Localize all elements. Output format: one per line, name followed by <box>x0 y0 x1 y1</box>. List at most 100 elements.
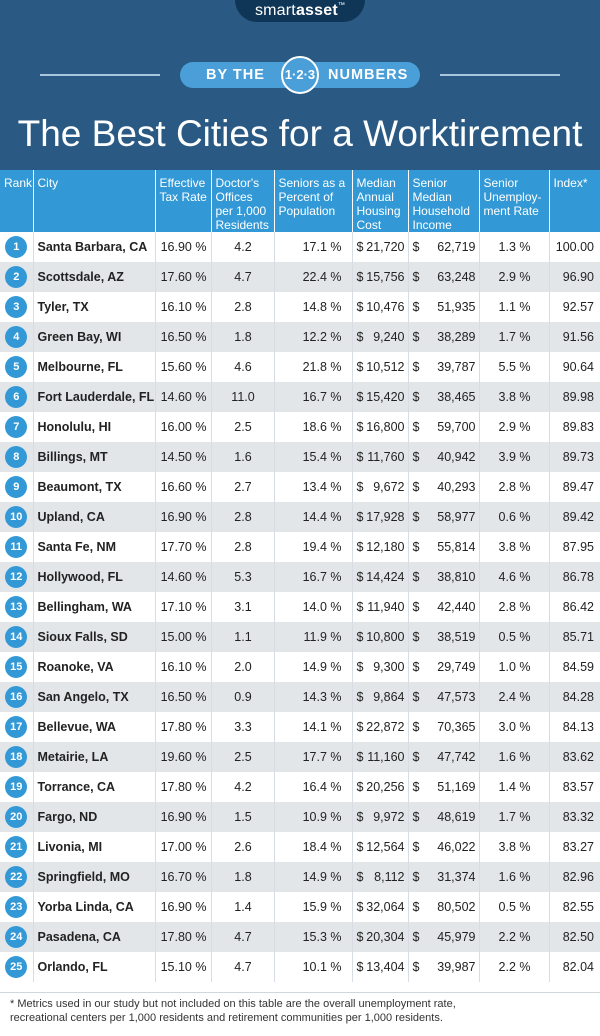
unemployment-cell: 4.6 % <box>479 562 550 592</box>
header-housing-cost: Median Annual Housing Cost <box>352 170 409 232</box>
rank-badge: 18 <box>5 746 28 768</box>
rank-badge: 19 <box>5 776 28 798</box>
seniors-percent-cell: 15.9 % <box>274 892 353 922</box>
doctors-cell: 1.8 <box>211 322 275 352</box>
seniors-percent-cell: 15.4 % <box>274 442 353 472</box>
amount: 20,304 <box>366 930 405 944</box>
senior-income-cell: $38,289 <box>408 322 480 352</box>
tax-rate-cell: 16.60 % <box>155 472 212 502</box>
housing-cost-cell: $11,160 <box>352 742 409 772</box>
amount: 9,864 <box>373 690 405 704</box>
table-row: 16 San Angelo, TX 16.50 % 0.9 14.3 % $9,864 $4… <box>0 682 600 712</box>
tax-rate-cell: 16.10 % <box>155 652 212 682</box>
currency-symbol: $ <box>412 840 420 854</box>
currency-symbol: $ <box>356 780 364 794</box>
city-cell: Billings, MT <box>33 442 156 472</box>
senior-income-cell: $51,169 <box>408 772 480 802</box>
index-cell: 89.83 <box>549 412 600 442</box>
senior-income-cell: $51,935 <box>408 292 480 322</box>
seniors-percent-cell: 18.4 % <box>274 832 353 862</box>
city-cell: Orlando, FL <box>33 952 156 982</box>
currency-symbol: $ <box>412 690 420 704</box>
doctors-cell: 1.1 <box>211 622 275 652</box>
table-row: 8 Billings, MT 14.50 % 1.6 15.4 % $11,760 $40,… <box>0 442 600 472</box>
seniors-percent-cell: 19.4 % <box>274 532 353 562</box>
amount: 40,942 <box>437 450 476 464</box>
rank-badge: 4 <box>5 326 28 348</box>
amount: 9,300 <box>373 660 405 674</box>
brand-logo[interactable]: smartasset™ <box>235 0 365 22</box>
doctors-cell: 2.5 <box>211 742 275 772</box>
amount: 12,564 <box>366 840 405 854</box>
housing-cost-cell: $15,420 <box>352 382 409 412</box>
currency-symbol: $ <box>356 450 364 464</box>
amount: 62,719 <box>437 240 476 254</box>
seniors-percent-cell: 14.9 % <box>274 652 353 682</box>
tax-rate-cell: 16.90 % <box>155 502 212 532</box>
rank-badge: 23 <box>5 896 28 918</box>
unemployment-cell: 1.0 % <box>479 652 550 682</box>
tax-rate-cell: 17.80 % <box>155 772 212 802</box>
rank-cell: 22 <box>0 862 34 892</box>
rank-cell: 20 <box>0 802 34 832</box>
senior-income-cell: $48,619 <box>408 802 480 832</box>
doctors-cell: 2.5 <box>211 412 275 442</box>
amount: 38,519 <box>437 630 476 644</box>
table-row: 15 Roanoke, VA 16.10 % 2.0 14.9 % $9,300 $29,7… <box>0 652 600 682</box>
tax-rate-cell: 16.90 % <box>155 802 212 832</box>
badge-rule-right <box>440 74 560 76</box>
doctors-cell: 3.1 <box>211 592 275 622</box>
city-cell: Fort Lauderdale, FL <box>33 382 156 412</box>
amount: 8,112 <box>374 870 405 884</box>
unemployment-cell: 3.8 % <box>479 832 550 862</box>
rank-cell: 16 <box>0 682 34 712</box>
rank-badge: 2 <box>5 266 28 288</box>
amount: 10,800 <box>366 630 405 644</box>
tax-rate-cell: 16.00 % <box>155 412 212 442</box>
tax-rate-cell: 15.10 % <box>155 952 212 982</box>
city-cell: Bellingham, WA <box>33 592 156 622</box>
housing-cost-cell: $9,672 <box>352 472 409 502</box>
currency-symbol: $ <box>412 420 420 434</box>
rank-cell: 18 <box>0 742 34 772</box>
rank-cell: 4 <box>0 322 34 352</box>
table-row: 13 Bellingham, WA 17.10 % 3.1 14.0 % $11,940 $… <box>0 592 600 622</box>
amount: 17,928 <box>366 510 405 524</box>
index-cell: 82.04 <box>549 952 600 982</box>
currency-symbol: $ <box>356 930 364 944</box>
unemployment-cell: 3.0 % <box>479 712 550 742</box>
housing-cost-cell: $13,404 <box>352 952 409 982</box>
table-row: 24 Pasadena, CA 17.80 % 4.7 15.3 % $20,304 $45… <box>0 922 600 952</box>
unemployment-cell: 1.3 % <box>479 232 550 262</box>
amount: 20,256 <box>366 780 405 794</box>
brand-logo-text: smartasset™ <box>254 2 346 19</box>
table-row: 11 Santa Fe, NM 17.70 % 2.8 19.4 % $12,180 $55… <box>0 532 600 562</box>
unemployment-cell: 3.8 % <box>479 532 550 562</box>
rank-badge: 8 <box>5 446 28 468</box>
index-cell: 87.95 <box>549 532 600 562</box>
senior-income-cell: $38,465 <box>408 382 480 412</box>
doctors-cell: 2.7 <box>211 472 275 502</box>
senior-income-cell: $38,810 <box>408 562 480 592</box>
unemployment-cell: 1.4 % <box>479 772 550 802</box>
currency-symbol: $ <box>412 780 420 794</box>
unemployment-cell: 1.6 % <box>479 742 550 772</box>
rank-cell: 13 <box>0 592 34 622</box>
amount: 11,940 <box>367 600 405 614</box>
amount: 51,935 <box>437 300 476 314</box>
amount: 63,248 <box>437 270 476 284</box>
amount: 58,977 <box>437 510 476 524</box>
currency-symbol: $ <box>412 510 420 524</box>
senior-income-cell: $38,519 <box>408 622 480 652</box>
header-banner: smartasset™ BY THE NUMBERS 1·2·3 The Bes… <box>0 0 600 170</box>
rank-badge: 13 <box>5 596 28 618</box>
seniors-percent-cell: 12.2 % <box>274 322 353 352</box>
doctors-cell: 2.6 <box>211 832 275 862</box>
currency-symbol: $ <box>356 390 364 404</box>
table-row: 19 Torrance, CA 17.80 % 4.2 16.4 % $20,256 $51… <box>0 772 600 802</box>
rank-cell: 8 <box>0 442 34 472</box>
senior-income-cell: $59,700 <box>408 412 480 442</box>
amount: 39,987 <box>437 960 476 974</box>
rank-badge: 22 <box>5 866 28 888</box>
rank-cell: 9 <box>0 472 34 502</box>
